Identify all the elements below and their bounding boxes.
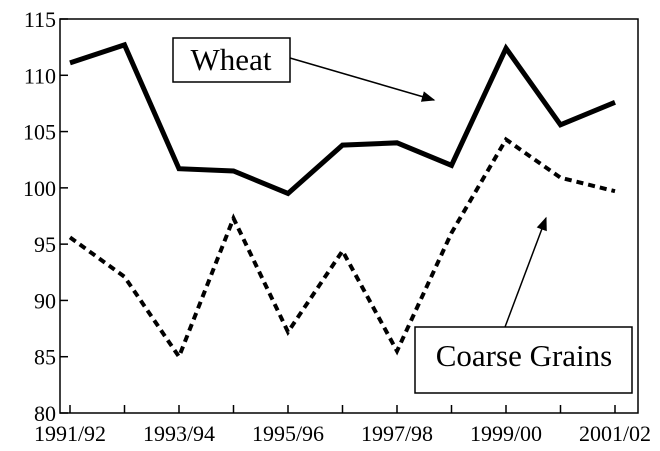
- y-tick-label: 80: [34, 401, 56, 426]
- series-line: [69, 41, 616, 197]
- x-tick-label: 1995/96: [252, 421, 324, 446]
- annotations: Wheat Coarse Grains: [172, 37, 633, 394]
- arrow: [504, 216, 547, 328]
- x-tick-label: 2001/02: [579, 421, 651, 446]
- plot-frame: [59, 18, 639, 414]
- x-tick-label: 1999/00: [470, 421, 542, 446]
- x-tick-label: 1991/92: [34, 421, 106, 446]
- y-tick-label: 90: [34, 288, 56, 313]
- y-tick-label: 110: [24, 63, 56, 88]
- x-tick-label: 1993/94: [143, 421, 215, 446]
- y-tick-label: 100: [23, 176, 56, 201]
- y-tick-label: 115: [24, 7, 56, 32]
- y-tick-label: 95: [34, 232, 56, 257]
- series-label: Coarse Grains: [436, 338, 612, 373]
- label-box: [172, 37, 291, 83]
- label-box: [414, 326, 633, 394]
- arrow: [289, 57, 436, 102]
- series-label: Wheat: [191, 42, 272, 77]
- x-tick-label: 1997/98: [361, 421, 433, 446]
- y-tick-label: 105: [23, 120, 56, 145]
- y-tick-label: 85: [34, 345, 56, 370]
- series-line: [68, 136, 616, 361]
